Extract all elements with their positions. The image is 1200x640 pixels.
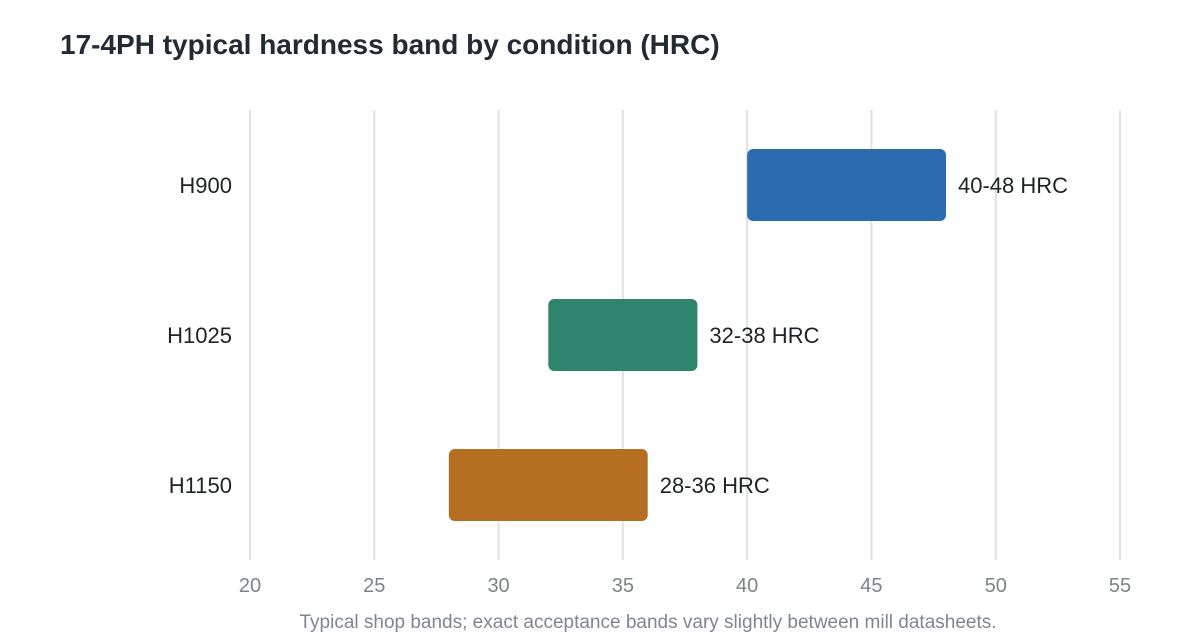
data-labels: 40-48 HRC 32-38 HRC 28-36 HRC [660, 173, 1068, 498]
x-tick-label: 55 [1109, 575, 1131, 597]
category-label: H1150 [169, 473, 232, 498]
x-tick-label: 30 [487, 575, 509, 597]
x-tick-label: 20 [239, 575, 261, 597]
data-label: 28-36 HRC [660, 473, 770, 498]
x-tick-label: 35 [612, 575, 634, 597]
data-label: 40-48 HRC [958, 173, 1068, 198]
category-label: H900 [179, 173, 232, 198]
category-label: H1025 [167, 323, 232, 348]
x-tick-label: 45 [860, 575, 882, 597]
range-bar-h1150 [448, 449, 648, 521]
x-tick-label: 50 [985, 575, 1007, 597]
category-labels: H900 H1025 H1150 [167, 173, 232, 498]
data-label: 32-38 HRC [709, 323, 819, 348]
range-bars [448, 149, 946, 521]
range-bar-h1025 [548, 299, 698, 371]
chart-title: 17-4PH typical hardness band by conditio… [60, 29, 720, 60]
x-axis-ticks: 20 25 30 35 40 45 50 55 [239, 575, 1131, 597]
x-tick-label: 25 [363, 575, 385, 597]
chart-footnote: Typical shop bands; exact acceptance ban… [299, 612, 996, 633]
range-bar-h900 [747, 149, 946, 221]
x-tick-label: 40 [736, 575, 758, 597]
